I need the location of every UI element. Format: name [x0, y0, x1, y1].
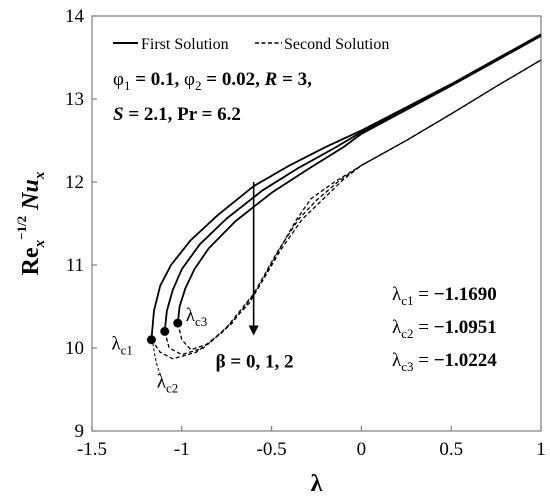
first-solution-line-3: [176, 35, 542, 324]
second-solution-line-1: [150, 59, 542, 360]
critical-point-label-c1: λc1: [111, 334, 133, 358]
plot-area-border: [91, 15, 542, 432]
x-tick-label: -1: [174, 439, 190, 460]
critical-point-c3: [173, 318, 183, 328]
x-tick-label: 0: [357, 439, 367, 460]
critical-point-c1: [146, 335, 156, 345]
x-axis-title: λ: [311, 471, 323, 497]
y-tick-label: 10: [65, 338, 84, 359]
x-tick-label: 1: [536, 439, 546, 460]
y-tick-label: 13: [65, 89, 84, 110]
critical-value-c2: λc2 = −1.0951: [392, 317, 497, 341]
lambda-c2-guide: [152, 343, 162, 376]
y-tick-label: 12: [65, 172, 84, 193]
parameters-line-1: φ1 = 0.1, φ2 = 0.02, R = 3,: [113, 69, 312, 93]
x-tick-label: 0.5: [439, 439, 463, 460]
y-tick-label: 14: [65, 6, 85, 27]
x-tick-label: -1.5: [77, 439, 107, 460]
y-tick-label: 9: [75, 421, 85, 442]
critical-value-c1: λc1 = −1.1690: [392, 284, 497, 308]
legend-label-second: Second Solution: [284, 36, 389, 53]
beta-label: β = 0, 1, 2: [216, 352, 294, 373]
critical-point-label-c3: λc3: [186, 305, 208, 329]
critical-point-c2: [160, 326, 170, 336]
y-axis-title: Rex−1/2 Nux: [14, 171, 48, 275]
critical-point-label-c2: λc2: [157, 371, 179, 395]
y-tick-label: 11: [66, 255, 84, 276]
second-solution-line-3: [177, 59, 542, 351]
x-tick-label: -0.5: [257, 439, 287, 460]
critical-value-c3: λc3 = −1.0224: [392, 350, 497, 374]
legend-label-first: First Solution: [141, 36, 229, 53]
parameters-line-2: S = 2.1, Pr = 6.2: [113, 104, 241, 125]
beta-arrow-head: [248, 325, 259, 336]
